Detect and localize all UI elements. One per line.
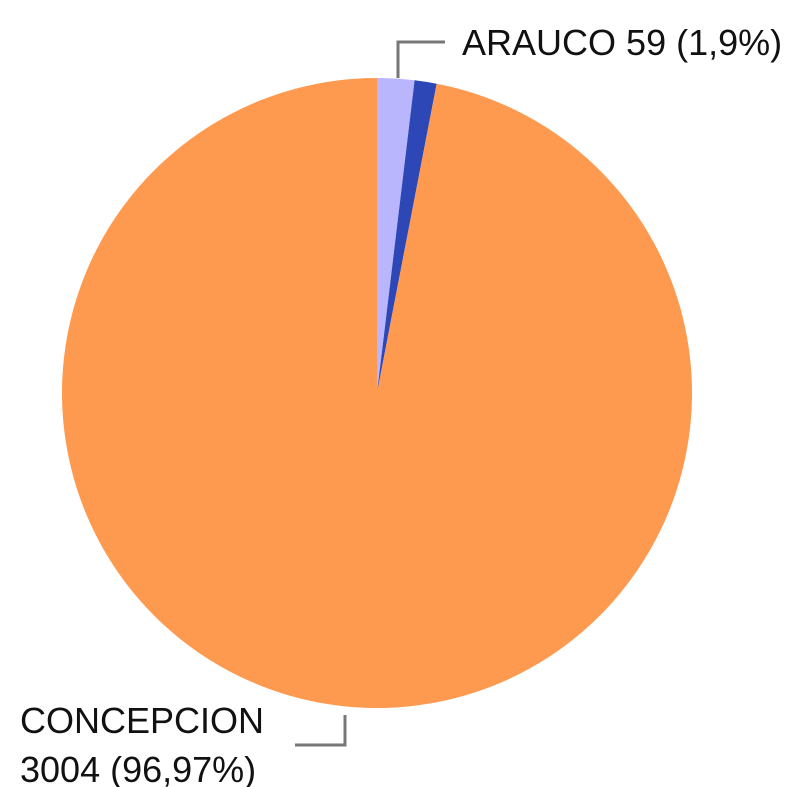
pie-slice [377, 80, 437, 393]
leader-line [295, 715, 347, 747]
slice-label: ARAUCO 59 (1,9%) [462, 22, 782, 63]
value-label: 59 (1,9%) [626, 22, 782, 63]
pie-slice [61, 78, 693, 708]
value-label: 3004 (96,97%) [20, 749, 256, 787]
category-label: ARAUCO [462, 22, 616, 63]
leader-line [396, 40, 445, 78]
pie-slice [377, 78, 415, 393]
category-label: CONCEPCION [20, 700, 264, 741]
